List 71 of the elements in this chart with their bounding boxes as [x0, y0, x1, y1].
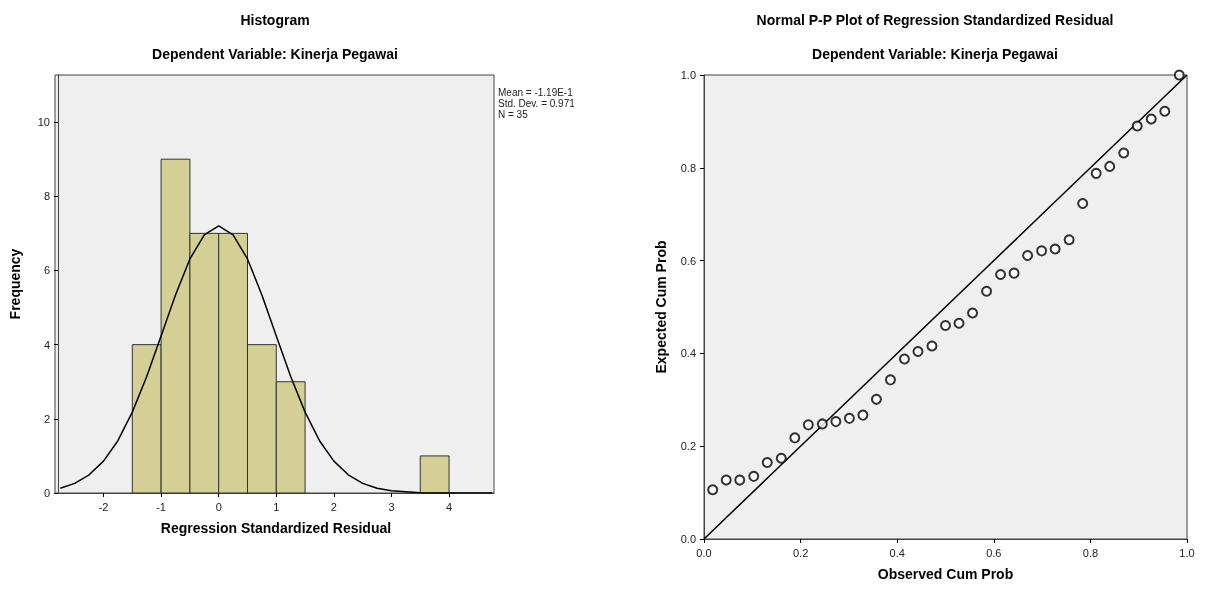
- point: [707, 484, 719, 496]
- chart-subtitle: Dependent Variable: Kinerja Pegawai: [812, 46, 1058, 62]
- x-tick-label: 0.4: [889, 546, 905, 559]
- x-tick-label: 3: [388, 500, 395, 513]
- x-tick-label: 0: [215, 500, 222, 513]
- text: Mean = -1.19E-1: [498, 86, 574, 98]
- point: [1022, 250, 1034, 261]
- point: [940, 320, 951, 332]
- point: [1104, 160, 1116, 172]
- point: [912, 346, 924, 358]
- point: [775, 452, 787, 464]
- point: [1118, 147, 1130, 159]
- chart-subtitle: Dependent Variable: Kinerja Pegawai: [152, 46, 398, 62]
- point: [926, 340, 938, 352]
- y-tick-label: 0.8: [680, 161, 696, 174]
- y-tick-label: 0.0: [680, 533, 696, 545]
- x-tick-label: -2: [98, 500, 109, 513]
- y-tick-label: 0: [43, 487, 50, 499]
- text: N = 35: [498, 108, 529, 120]
- point: [857, 409, 869, 421]
- point: [1049, 243, 1061, 255]
- y-tick-label: 10: [37, 116, 50, 129]
- chart-title: Normal P-P Plot of Regression Standardized Residual: [756, 12, 1114, 28]
- point: [830, 416, 842, 428]
- point: [1090, 167, 1102, 179]
- x-tick-label: 2: [330, 500, 337, 513]
- point: [981, 285, 993, 297]
- x-tick-label: 0.6: [986, 546, 1002, 559]
- point: [1008, 267, 1020, 279]
- x-tick-label: 4: [446, 500, 453, 513]
- y-axis-title: Expected Cum Prob: [653, 240, 669, 374]
- point: [898, 353, 910, 365]
- y-axis-title: Frequency: [7, 248, 23, 320]
- x-tick-label: -1: [156, 500, 166, 513]
- point: [1159, 105, 1171, 117]
- y-tick-label: 0.2: [680, 440, 696, 453]
- y-tick-label: 0.6: [680, 254, 696, 267]
- x-axis-title: Regression Standardized Residual: [160, 520, 392, 536]
- point: [734, 474, 746, 486]
- point: [884, 374, 896, 386]
- chart-title: Histogram: [240, 12, 310, 28]
- point: [802, 419, 814, 431]
- y-tick-label: 8: [43, 190, 50, 203]
- point: [789, 432, 801, 444]
- point: [748, 470, 760, 482]
- y-tick-label: 2: [43, 412, 50, 425]
- x-axis-title: Observed Cum Prob: [877, 566, 1014, 582]
- point: [761, 456, 773, 468]
- point: [953, 317, 965, 329]
- x-tick-label: 0.0: [696, 546, 712, 559]
- point: [1145, 113, 1157, 125]
- point: [967, 307, 979, 319]
- x-tick-label: 0.2: [792, 546, 809, 559]
- point: [1131, 120, 1143, 132]
- x-tick-label: 1.0: [1179, 546, 1195, 559]
- point: [1036, 245, 1048, 257]
- y-tick-label: 6: [43, 264, 50, 277]
- point: [1063, 234, 1075, 246]
- point: [843, 412, 855, 424]
- point: [816, 418, 828, 430]
- y-tick-label: 1.0: [680, 69, 696, 81]
- text: Std. Dev. = 0.971: [498, 97, 576, 109]
- point: [1173, 69, 1185, 81]
- x-tick-label: 0.8: [1082, 546, 1099, 559]
- y-tick-label: 0.4: [680, 347, 696, 360]
- x-tick-label: 1: [273, 500, 280, 513]
- point: [870, 393, 882, 405]
- y-tick-label: 4: [43, 338, 50, 351]
- point: [1077, 198, 1089, 210]
- point: [720, 474, 732, 486]
- point: [995, 269, 1007, 281]
